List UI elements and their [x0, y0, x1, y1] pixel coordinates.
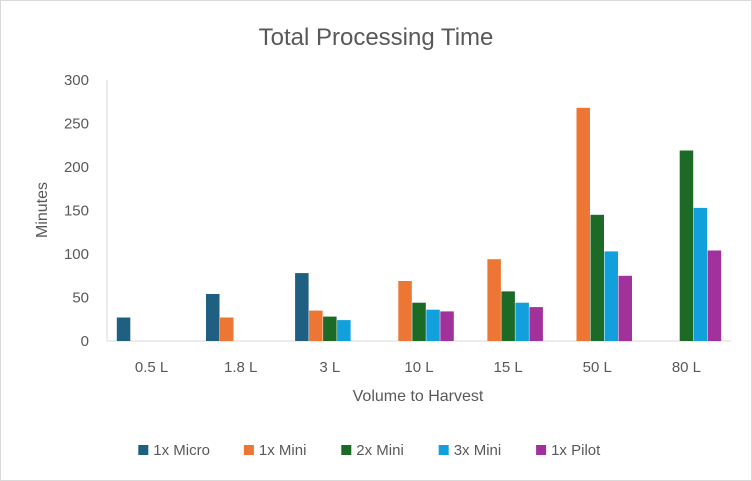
bar-2x-mini-50-l [590, 214, 604, 341]
y-tick-label: 300 [64, 72, 89, 89]
x-tick-label: 50 L [583, 359, 612, 376]
bar-2x-mini-10-l [412, 302, 426, 341]
bar-1x-micro-0-5-l [116, 317, 131, 341]
bar-3x-mini-80-l [693, 207, 708, 341]
y-tick-label: 0 [81, 333, 89, 350]
x-axis-title: Volume to Harvest [353, 388, 484, 405]
legend-swatch [341, 445, 352, 455]
legend-item: 2x Mini [341, 442, 404, 459]
legend-item: 1x Pilot [536, 442, 601, 459]
bar-1x-pilot-15-l [529, 307, 543, 341]
bar-1x-mini-10-l [398, 281, 412, 341]
y-tick-label: 250 [64, 116, 89, 133]
x-tick-label: 10 L [404, 359, 433, 376]
legend-label: 1x Pilot [551, 442, 601, 459]
bar-2x-mini-3-l [323, 316, 337, 341]
legend-swatch [438, 445, 449, 455]
legend-swatch [138, 445, 149, 455]
bar-1x-pilot-10-l [440, 311, 454, 341]
bar-1x-mini-1-8-l [220, 317, 234, 341]
legend-label: 1x Micro [153, 442, 210, 459]
y-tick-label: 200 [64, 159, 89, 176]
bar-1x-micro-3-l [295, 273, 309, 341]
bar-2x-mini-15-l [501, 291, 515, 341]
x-tick-label: 0.5 L [135, 359, 168, 376]
y-tick-label: 100 [64, 246, 89, 263]
bar-1x-micro-1-8-l [206, 294, 220, 341]
bar-1x-mini-3-l [309, 310, 323, 341]
bar-3x-mini-10-l [426, 309, 440, 341]
legend-label: 3x Mini [454, 442, 502, 459]
legend-swatch [536, 445, 547, 455]
y-axis: 0 50 100 150 200 250 300 [64, 72, 108, 350]
bar-3x-mini-15-l [515, 302, 529, 341]
x-axis: 0.5 L 1.8 L 3 L 10 L 15 L 50 L 80 L [107, 340, 731, 376]
legend-item: 1x Mini [243, 442, 307, 459]
legend: 1x Micro 1x Mini 2x Mini 3x Mini 1x Pilot [138, 442, 601, 459]
legend-item: 3x Mini [438, 442, 502, 459]
legend-label: 2x Mini [356, 442, 404, 459]
bars [116, 107, 722, 342]
y-tick-label: 150 [64, 203, 89, 220]
bar-3x-mini-50-l [604, 251, 618, 341]
x-tick-label: 80 L [672, 359, 701, 376]
x-tick-label: 1.8 L [224, 359, 257, 376]
legend-swatch [243, 445, 254, 455]
x-tick-label: 3 L [319, 359, 340, 376]
chart-title: Total Processing Time [259, 24, 494, 51]
bar-1x-pilot-50-l [618, 275, 632, 342]
legend-label: 1x Mini [259, 442, 307, 459]
legend-item: 1x Micro [138, 442, 210, 459]
x-tick-label: 15 L [494, 359, 523, 376]
bar-2x-mini-80-l [679, 150, 694, 341]
bar-3x-mini-3-l [337, 320, 351, 341]
y-axis-title: Minutes [34, 182, 51, 238]
bar-1x-mini-15-l [487, 259, 501, 341]
y-tick-label: 50 [72, 290, 89, 307]
bar-1x-mini-50-l [576, 107, 590, 341]
bar-1x-pilot-80-l [707, 250, 722, 341]
